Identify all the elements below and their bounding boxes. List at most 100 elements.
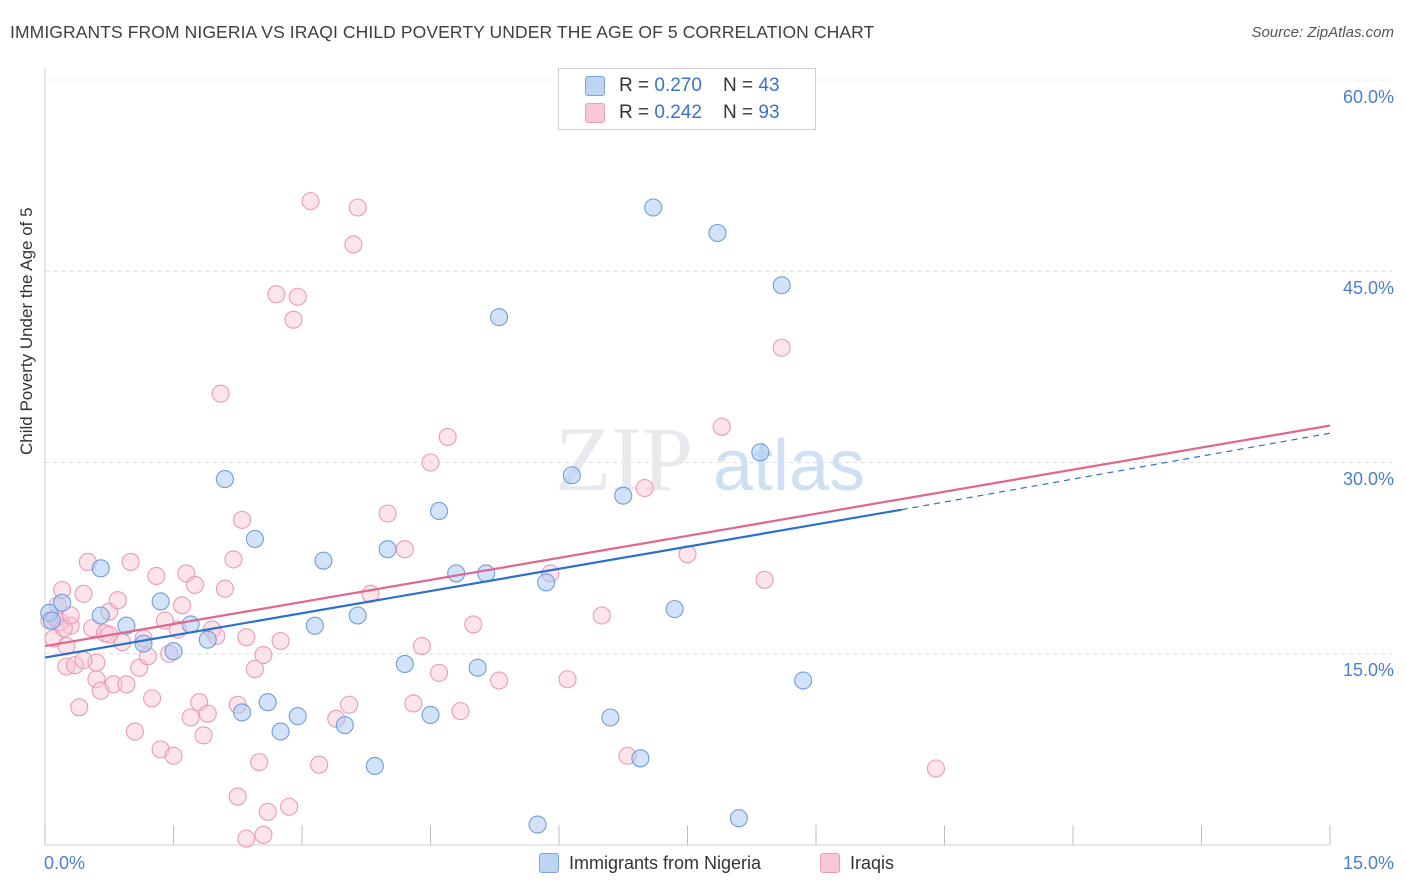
iraqis-point bbox=[404, 694, 423, 713]
nigeria-point bbox=[562, 466, 581, 485]
iraqis-point bbox=[61, 616, 80, 635]
x-tick-label-left: 0.0% bbox=[44, 853, 86, 873]
iraqis-point bbox=[254, 645, 273, 665]
iraqis-point bbox=[635, 478, 654, 498]
iraqis-point bbox=[412, 637, 431, 656]
iraqis-point bbox=[755, 570, 774, 589]
nigeria-point bbox=[91, 606, 110, 625]
iraqis-point bbox=[185, 575, 204, 594]
iraqis-point bbox=[421, 453, 440, 472]
nigeria-point bbox=[271, 722, 290, 741]
legend-label-nigeria: Immigrants from Nigeria bbox=[569, 853, 762, 873]
chart-title: IMMIGRANTS FROM NIGERIA VS IRAQI CHILD P… bbox=[10, 22, 875, 42]
iraqis-point bbox=[451, 702, 470, 721]
source-label: Source: ZipAtlas.com bbox=[1251, 24, 1394, 41]
iraqis-point bbox=[271, 631, 290, 651]
nigeria-point bbox=[665, 600, 684, 619]
stats-legend: R = 0.270 N = 43 R = 0.242 N = 93 bbox=[558, 68, 816, 130]
iraqis-swatch bbox=[820, 853, 840, 873]
series-nigeria bbox=[40, 198, 813, 834]
iraqis-point bbox=[228, 787, 247, 806]
iraqis-point bbox=[344, 235, 363, 254]
x-tick-label-right: 15.0% bbox=[1342, 853, 1394, 873]
legend-item-iraqis[interactable]: Iraqis bbox=[820, 853, 894, 874]
iraqis-point bbox=[211, 384, 230, 403]
nigeria-point bbox=[288, 707, 307, 726]
r-value-nigeria: 0.270 bbox=[654, 75, 702, 96]
nigeria-point bbox=[117, 616, 136, 635]
y-tick-label: 30.0% bbox=[1342, 469, 1394, 489]
iraqis-point bbox=[125, 722, 144, 741]
iraqis-point bbox=[258, 802, 277, 821]
legend-item-nigeria[interactable]: Immigrants from Nigeria bbox=[539, 853, 761, 874]
nigeria-point bbox=[348, 606, 367, 625]
nigeria-point bbox=[134, 634, 153, 653]
nigeria-point bbox=[258, 693, 277, 712]
nigeria-point bbox=[751, 443, 770, 462]
r-value-iraqis: 0.242 bbox=[654, 102, 702, 123]
iraqis-point bbox=[65, 656, 85, 675]
nigeria-point bbox=[430, 501, 449, 521]
series-iraqis bbox=[40, 192, 945, 848]
iraqis-point bbox=[772, 338, 791, 357]
legend-label-iraqis: Iraqis bbox=[850, 853, 895, 873]
iraqis-point bbox=[926, 759, 945, 778]
iraqis-point bbox=[310, 755, 329, 774]
nigeria-point bbox=[305, 616, 324, 635]
nigeria-point bbox=[151, 592, 170, 611]
nigeria-point bbox=[421, 705, 440, 725]
iraqis-point bbox=[395, 540, 414, 559]
nigeria-point bbox=[395, 654, 414, 674]
iraqis-point bbox=[592, 606, 611, 625]
iraqis-point bbox=[237, 829, 256, 848]
trendline-nigeria bbox=[44, 508, 902, 659]
nigeria-point bbox=[164, 642, 183, 661]
iraqis-point bbox=[173, 596, 192, 615]
nigeria-point bbox=[232, 703, 252, 722]
iraqis-point bbox=[164, 746, 183, 765]
r-label: R = bbox=[619, 102, 655, 123]
n-value-nigeria: 43 bbox=[758, 75, 780, 96]
iraqis-point bbox=[464, 615, 483, 634]
nigeria-point bbox=[489, 308, 509, 327]
y-tick-label: 60.0% bbox=[1342, 87, 1394, 107]
watermark-atlas: atlas bbox=[713, 426, 865, 506]
iraqis-point bbox=[117, 675, 136, 694]
r-label: R = bbox=[619, 75, 655, 96]
nigeria-swatch bbox=[539, 853, 559, 873]
nigeria-point bbox=[729, 809, 748, 828]
series-legend: Immigrants from Nigeria Iraqis bbox=[0, 851, 1406, 879]
iraqis-point bbox=[288, 287, 307, 306]
nigeria-point bbox=[42, 611, 61, 630]
y-axis-label: Child Poverty Under the Age of 5 bbox=[17, 207, 36, 455]
iraqis-point bbox=[143, 689, 162, 708]
iraqis-point bbox=[104, 675, 123, 694]
iraqis-point bbox=[301, 192, 320, 211]
iraqis-point bbox=[438, 427, 457, 447]
iraqis-point bbox=[378, 504, 397, 523]
iraqis-point bbox=[181, 708, 200, 727]
iraqis-point bbox=[250, 753, 269, 772]
iraqis-point bbox=[340, 695, 359, 714]
n-value-iraqis: 93 bbox=[758, 102, 780, 123]
iraqis-point bbox=[267, 285, 286, 304]
iraqis-point bbox=[237, 628, 256, 647]
iraqis-point bbox=[224, 550, 243, 569]
iraqis-point bbox=[284, 310, 303, 329]
iraqis-swatch bbox=[585, 103, 605, 123]
nigeria-swatch bbox=[585, 76, 605, 96]
y-tick-label: 15.0% bbox=[1342, 660, 1394, 680]
nigeria-point bbox=[198, 630, 217, 649]
iraqis-point bbox=[61, 606, 80, 625]
nigeria-point bbox=[708, 223, 727, 243]
iraqis-point bbox=[198, 704, 217, 723]
iraqis-point bbox=[232, 510, 252, 529]
nigeria-point bbox=[614, 486, 633, 505]
trendline-iraqis bbox=[44, 424, 1331, 648]
iraqis-point bbox=[215, 579, 234, 598]
iraqis-point bbox=[70, 698, 89, 717]
iraqis-point bbox=[558, 670, 577, 689]
iraqis-point bbox=[245, 659, 264, 679]
nigeria-point bbox=[772, 276, 791, 295]
